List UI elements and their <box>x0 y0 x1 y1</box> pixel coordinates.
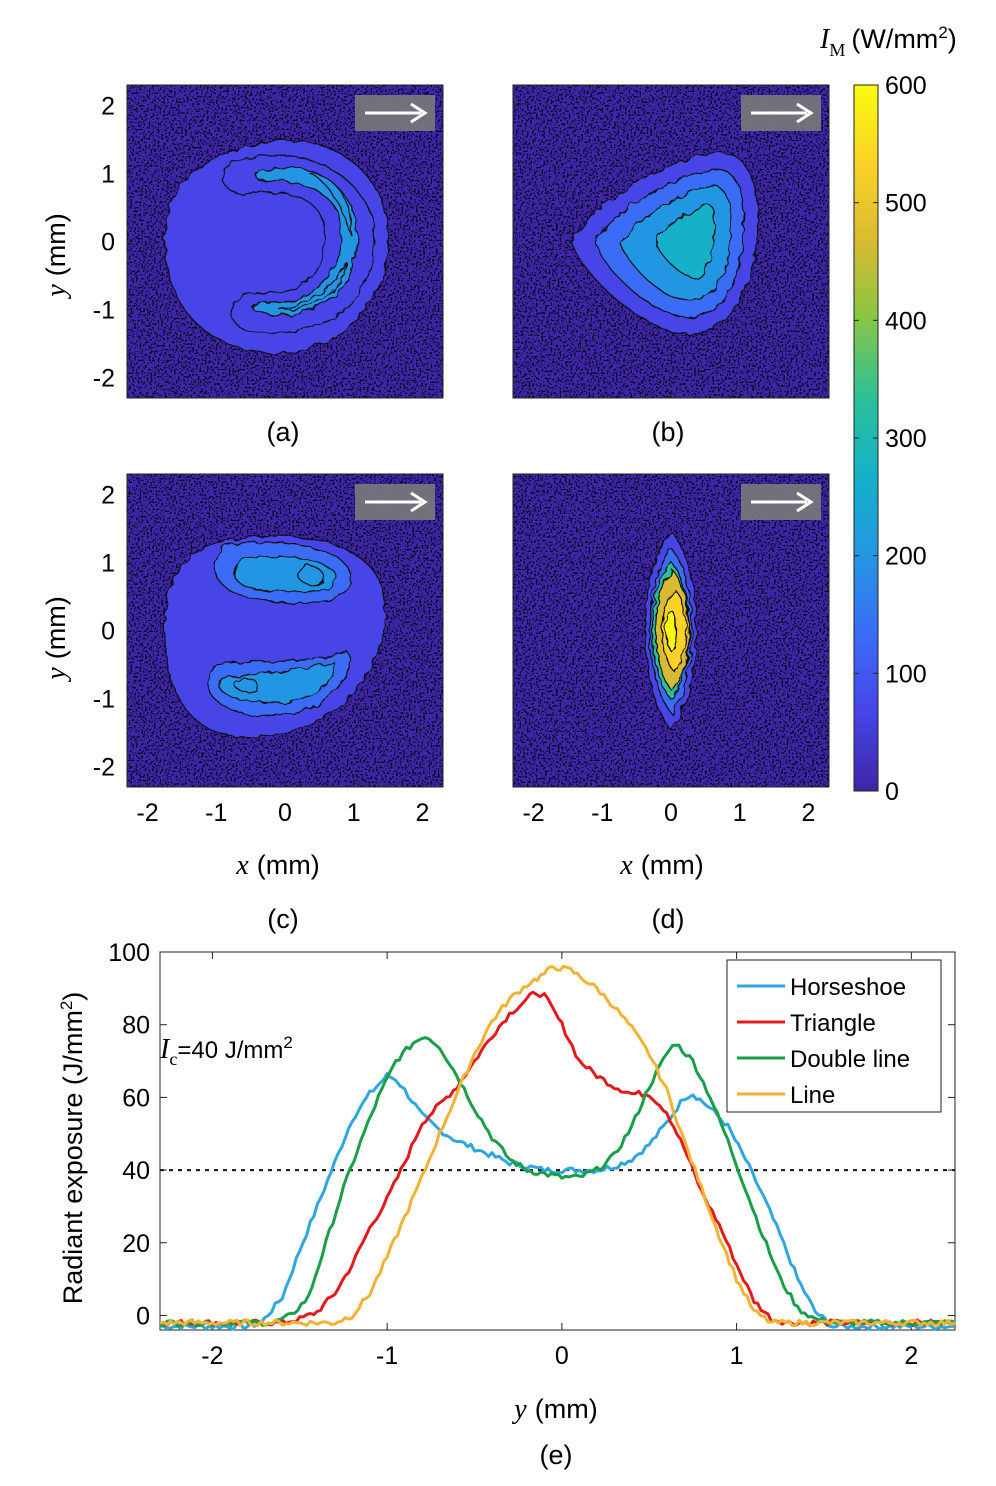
intensity-contours <box>570 151 760 335</box>
y-tick-label: 80 <box>122 1012 150 1040</box>
series-line-horseshoe <box>159 1072 956 1331</box>
legend-label: Line <box>790 1082 835 1109</box>
y-tick-label: 40 <box>122 1157 150 1185</box>
scan-direction-arrowhead <box>410 102 428 124</box>
y-tick-label: 0 <box>101 618 115 646</box>
x-tick-label: -1 <box>591 799 613 827</box>
x-tick-label: 2 <box>801 799 815 827</box>
xlabel-panel-c: x (mm) <box>235 850 319 881</box>
line-chart: -2 -1 0 1 2 100 80 60 40 20 0 Horseshoe Triangle Doub… <box>108 939 956 1370</box>
colorbar-tick-label: 400 <box>885 307 927 335</box>
y-tick-label: 0 <box>101 229 115 257</box>
contour-level <box>251 167 358 316</box>
x-tick-label: 1 <box>347 799 361 827</box>
x-tick-label: 0 <box>555 1342 569 1370</box>
x-tick-label: -1 <box>376 1342 398 1370</box>
x-tick-label: 0 <box>664 799 678 827</box>
contour-level <box>655 205 716 280</box>
x-tick-label: -2 <box>522 799 544 827</box>
y-tick-label: 2 <box>101 481 115 509</box>
colorbar-label: IM (W/mm2) <box>819 23 957 60</box>
heatmap-panel-d: -2 -1 0 1 2 <box>512 473 830 827</box>
x-tick-label: -1 <box>205 799 227 827</box>
y-tick-label: 20 <box>122 1230 150 1258</box>
intensity-contours <box>164 140 390 354</box>
y-tick-label: 60 <box>122 1084 150 1112</box>
x-tick-label: 1 <box>733 799 747 827</box>
series-line-double-line <box>159 1036 956 1328</box>
contour-level <box>664 609 678 652</box>
y-tick-label: -2 <box>93 754 115 782</box>
intensity-contours <box>164 535 386 738</box>
line-chart-ylabel: Radiant exposure (J/mm2) <box>57 992 88 1305</box>
heatmap-panel-a: 2 1 0 -1 -2 <box>93 84 444 399</box>
y-tick-label: 1 <box>101 549 115 577</box>
y-tick-label: 0 <box>136 1302 150 1330</box>
panel-label-d: (d) <box>652 904 685 934</box>
colorbar-tick-label: 500 <box>885 190 927 218</box>
series-line-line <box>159 964 956 1328</box>
x-tick-label: -2 <box>136 799 158 827</box>
line-chart-xlabel: y (mm) <box>511 1394 597 1425</box>
legend-label: Horseshoe <box>790 974 906 1001</box>
colorbar-tick-label: 100 <box>885 660 927 688</box>
colorbar-tick-label: 300 <box>885 425 927 453</box>
y-tick-label: 100 <box>108 939 150 967</box>
contour-level <box>278 172 352 311</box>
panel-plot-area <box>127 474 443 787</box>
y-tick-label: 1 <box>101 160 115 188</box>
colorbar-tick-label: 200 <box>885 543 927 571</box>
panel-label-b: (b) <box>652 417 685 447</box>
x-tick-label: 2 <box>415 799 429 827</box>
x-tick-label: -2 <box>201 1342 223 1370</box>
panel-label-a: (a) <box>267 417 300 447</box>
heatmap-panel-b <box>512 84 830 399</box>
scan-direction-arrowhead <box>796 491 814 513</box>
ylabel-panel-c: y(mm) <box>41 596 72 682</box>
legend-label: Double line <box>790 1046 910 1073</box>
y-tick-label: -2 <box>93 365 115 393</box>
x-tick-label: 1 <box>730 1342 744 1370</box>
panel-plot-area <box>513 474 829 787</box>
panel-plot-area <box>127 85 443 398</box>
scan-direction-arrowhead <box>796 102 814 124</box>
x-tick-label: 2 <box>904 1342 918 1370</box>
heatmap-panel-c: -2 2 -1 1 0 0 1 -1 2 -2 <box>93 473 444 827</box>
panel-plot-area <box>513 85 829 398</box>
colorbar-tick-label: 600 <box>885 72 927 100</box>
ylabel-panel-a: y(mm) <box>41 213 72 299</box>
xlabel-panel-d: x (mm) <box>619 850 703 881</box>
scan-direction-arrowhead <box>410 491 428 513</box>
y-tick-label: 2 <box>101 92 115 120</box>
panel-label-e: (e) <box>540 1440 573 1470</box>
panel-label-c: (c) <box>267 904 298 934</box>
contour-level <box>233 564 324 693</box>
threshold-label: Ic=40 J/mm2 <box>159 1033 293 1069</box>
contour-level <box>219 556 338 704</box>
legend-label: Triangle <box>790 1010 876 1037</box>
y-tick-label: -1 <box>93 686 115 714</box>
x-tick-label: 0 <box>278 799 292 827</box>
intensity-contours <box>645 529 697 732</box>
y-tick-label: -1 <box>93 297 115 325</box>
colorbar: 600 500 400 300 200 100 0 <box>853 72 927 806</box>
colorbar-tick-label: 0 <box>885 778 899 806</box>
